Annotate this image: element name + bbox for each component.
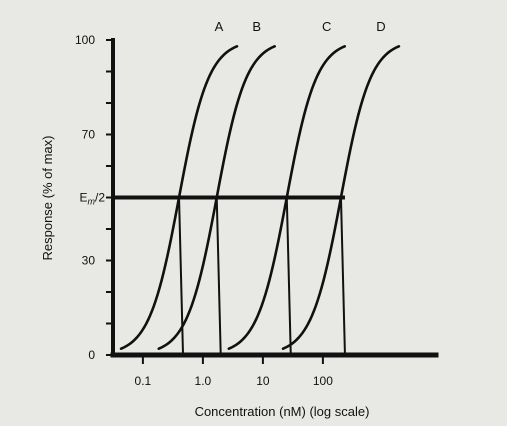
curve-labels: A B C D (215, 19, 386, 34)
y-ticks: 0 30 70 100 (75, 33, 113, 362)
curve-label-b: B (252, 19, 261, 34)
curve-label-c: C (322, 19, 331, 34)
half-max-label: Em/2 (79, 191, 105, 207)
ec50-drop-b (215, 197, 222, 356)
ec50-drop-lines (178, 197, 346, 356)
y-tick-label: 30 (82, 254, 96, 268)
y-tick-label: 70 (82, 128, 96, 142)
x-tick-label: 100 (313, 374, 333, 388)
x-ticks: 0.1 1.0 10 100 (135, 357, 333, 388)
ec50-drop-d (339, 197, 346, 356)
curve-label-a: A (215, 19, 224, 34)
x-tick-label: 10 (256, 374, 270, 388)
y-tick-label: 0 (88, 348, 95, 362)
x-tick-label: 0.1 (135, 374, 152, 388)
y-axis-title: Response (% of max) (40, 136, 55, 261)
x-tick-label: 1.0 (195, 374, 212, 388)
ec50-drop-c (285, 197, 292, 356)
x-axis-title: Concentration (nM) (log scale) (195, 404, 370, 419)
curve-label-d: D (376, 19, 385, 34)
y-tick-label: 100 (75, 33, 95, 47)
ec50-drop-a (178, 197, 185, 356)
